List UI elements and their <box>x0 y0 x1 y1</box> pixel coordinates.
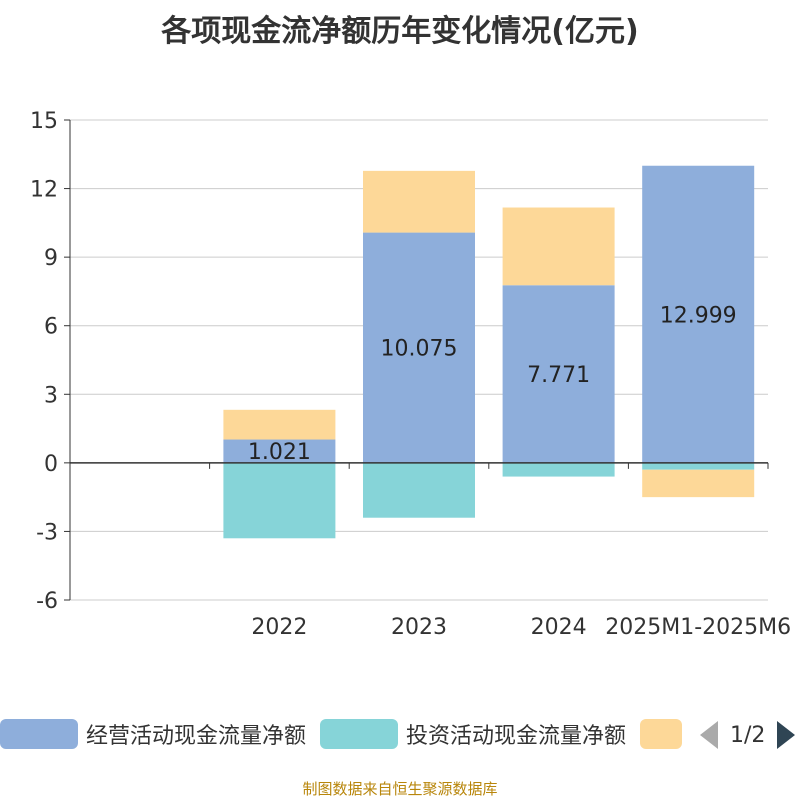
data-label: 12.999 <box>660 303 737 328</box>
legend: 经营活动现金流量净额 投资活动现金流量净额 <box>0 716 800 756</box>
legend-label-operating: 经营活动现金流量净额 <box>86 724 307 749</box>
bar-financing-3 <box>642 469 755 498</box>
legend-item-investing[interactable]: 投资活动现金流量净额 <box>320 716 626 752</box>
data-label: 7.771 <box>527 363 590 388</box>
bar-financing-1 <box>363 170 475 233</box>
bar-financing-0 <box>223 409 336 440</box>
bar-operating-1 <box>363 232 475 463</box>
legend-swatch-financing <box>640 719 682 749</box>
data-label: 1.021 <box>248 440 311 465</box>
y-tick-label: 3 <box>44 383 58 408</box>
bar-operating-2 <box>502 285 615 463</box>
bar-investing-2 <box>502 462 615 477</box>
legend-label-investing: 投资活动现金流量净额 <box>406 724 627 749</box>
legend-swatch-operating <box>0 719 78 749</box>
bar-financing-2 <box>502 207 615 286</box>
x-tick-label: 2022 <box>251 615 307 640</box>
y-tick-label: 12 <box>30 178 58 203</box>
bar-investing-1 <box>363 462 475 518</box>
bar-investing-0 <box>223 462 336 539</box>
chart-canvas: 15 12 9 6 3 0 -3 -6 1.021 2022 10.075 2023 7.771 2024… <box>30 109 791 640</box>
y-tick-label: 6 <box>44 315 58 340</box>
data-source-note: 制图数据来自恒生聚源数据库 <box>302 780 498 798</box>
y-tick-label: -6 <box>36 589 58 614</box>
bar-operating-0 <box>223 439 336 463</box>
legend-item-financing[interactable] <box>640 716 682 752</box>
y-tick-label: 15 <box>30 109 58 134</box>
x-tick-label: 2025M1-2025M6 <box>605 615 791 640</box>
x-tick-label: 2023 <box>391 615 447 640</box>
bar-investing-3 <box>642 462 755 470</box>
y-tick-label: 0 <box>44 452 58 477</box>
chart-title: 各项现金流净额历年变化情况(亿元) <box>161 14 639 49</box>
legend-page-indicator: 1/2 <box>730 722 766 748</box>
y-tick-label: -3 <box>36 520 58 545</box>
chevron-right-icon[interactable] <box>777 721 796 749</box>
legend-swatch-investing <box>320 719 398 749</box>
legend-item-operating[interactable]: 经营活动现金流量净额 <box>0 716 306 752</box>
legend-pager: 1/2 <box>700 718 796 752</box>
x-tick-label: 2024 <box>531 615 587 640</box>
bar-operating-3 <box>642 165 755 463</box>
chevron-left-icon[interactable] <box>700 721 718 749</box>
data-label: 10.075 <box>381 337 458 362</box>
y-tick-label: 9 <box>44 246 58 271</box>
